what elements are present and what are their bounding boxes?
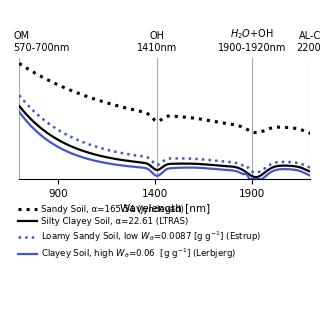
Clayey Soil, high $W_\theta$=0.06  [g g$^{-1}$] (Lerbjerg) xyxy=(49,141,53,145)
Text: OH
1410nm: OH 1410nm xyxy=(137,31,177,53)
Text: OM
570-700nm: OM 570-700nm xyxy=(13,31,70,53)
Line: Silty Clayey Soil, α=22.61 (LTRAS): Silty Clayey Soil, α=22.61 (LTRAS) xyxy=(19,106,310,177)
Clayey Soil, high $W_\theta$=0.06  [g g$^{-1}$] (Lerbjerg) xyxy=(142,166,146,170)
Loamy Sandy Soil, low $W_\theta$=0.0087 [g g$^{-1}$] (Estrup) xyxy=(225,160,228,164)
Silty Clayey Soil, α=22.61 (LTRAS) xyxy=(142,161,146,164)
Silty Clayey Soil, α=22.61 (LTRAS) xyxy=(236,166,240,170)
Legend: Sandy Soil, α=165.54 (Jyndevad), Silty Clayey Soil, α=22.61 (LTRAS), Loamy Sandy: Sandy Soil, α=165.54 (Jyndevad), Silty C… xyxy=(18,205,261,261)
Sandy Soil, α=165.54 (Jyndevad) xyxy=(142,110,146,114)
Silty Clayey Soil, α=22.61 (LTRAS) xyxy=(225,164,228,168)
Clayey Soil, high $W_\theta$=0.06  [g g$^{-1}$] (Lerbjerg) xyxy=(236,170,240,174)
X-axis label: Wavelength [nm]: Wavelength [nm] xyxy=(120,204,210,214)
Sandy Soil, α=165.54 (Jyndevad) xyxy=(93,97,97,101)
Silty Clayey Soil, α=22.61 (LTRAS) xyxy=(17,104,21,108)
Sandy Soil, α=165.54 (Jyndevad) xyxy=(225,122,228,125)
Loamy Sandy Soil, low $W_\theta$=0.0087 [g g$^{-1}$] (Estrup) xyxy=(49,123,53,127)
Silty Clayey Soil, α=22.61 (LTRAS) xyxy=(93,153,97,156)
Loamy Sandy Soil, low $W_\theta$=0.0087 [g g$^{-1}$] (Estrup) xyxy=(269,162,273,166)
Loamy Sandy Soil, low $W_\theta$=0.0087 [g g$^{-1}$] (Estrup) xyxy=(308,166,312,170)
Sandy Soil, α=165.54 (Jyndevad) xyxy=(268,126,272,130)
Sandy Soil, α=165.54 (Jyndevad) xyxy=(308,132,312,135)
Clayey Soil, high $W_\theta$=0.06  [g g$^{-1}$] (Lerbjerg) xyxy=(260,177,264,181)
Silty Clayey Soil, α=22.61 (LTRAS) xyxy=(308,170,312,173)
Silty Clayey Soil, α=22.61 (LTRAS) xyxy=(49,133,53,137)
Silty Clayey Soil, α=22.61 (LTRAS) xyxy=(254,175,258,179)
Clayey Soil, high $W_\theta$=0.06  [g g$^{-1}$] (Lerbjerg) xyxy=(308,174,312,178)
Loamy Sandy Soil, low $W_\theta$=0.0087 [g g$^{-1}$] (Estrup) xyxy=(142,155,146,158)
Line: Sandy Soil, α=165.54 (Jyndevad): Sandy Soil, α=165.54 (Jyndevad) xyxy=(19,63,310,133)
Text: $H_2O$+OH
1900-1920nm: $H_2O$+OH 1900-1920nm xyxy=(218,27,286,53)
Clayey Soil, high $W_\theta$=0.06  [g g$^{-1}$] (Lerbjerg) xyxy=(225,168,228,172)
Text: AL-C
2200-: AL-C 2200- xyxy=(296,31,320,53)
Clayey Soil, high $W_\theta$=0.06  [g g$^{-1}$] (Lerbjerg) xyxy=(93,159,97,163)
Line: Clayey Soil, high $W_\theta$=0.06  [g g$^{-1}$] (Lerbjerg): Clayey Soil, high $W_\theta$=0.06 [g g$^… xyxy=(19,112,310,179)
Clayey Soil, high $W_\theta$=0.06  [g g$^{-1}$] (Lerbjerg) xyxy=(17,110,21,114)
Loamy Sandy Soil, low $W_\theta$=0.0087 [g g$^{-1}$] (Estrup) xyxy=(93,144,97,148)
Loamy Sandy Soil, low $W_\theta$=0.0087 [g g$^{-1}$] (Estrup) xyxy=(236,162,240,165)
Clayey Soil, high $W_\theta$=0.06  [g g$^{-1}$] (Lerbjerg) xyxy=(269,170,273,174)
Sandy Soil, α=165.54 (Jyndevad) xyxy=(236,124,240,128)
Loamy Sandy Soil, low $W_\theta$=0.0087 [g g$^{-1}$] (Estrup) xyxy=(254,171,258,174)
Silty Clayey Soil, α=22.61 (LTRAS) xyxy=(269,166,273,170)
Sandy Soil, α=165.54 (Jyndevad) xyxy=(17,61,21,65)
Sandy Soil, α=165.54 (Jyndevad) xyxy=(49,80,53,84)
Loamy Sandy Soil, low $W_\theta$=0.0087 [g g$^{-1}$] (Estrup) xyxy=(17,93,21,97)
Line: Loamy Sandy Soil, low $W_\theta$=0.0087 [g g$^{-1}$] (Estrup): Loamy Sandy Soil, low $W_\theta$=0.0087 … xyxy=(19,95,310,172)
